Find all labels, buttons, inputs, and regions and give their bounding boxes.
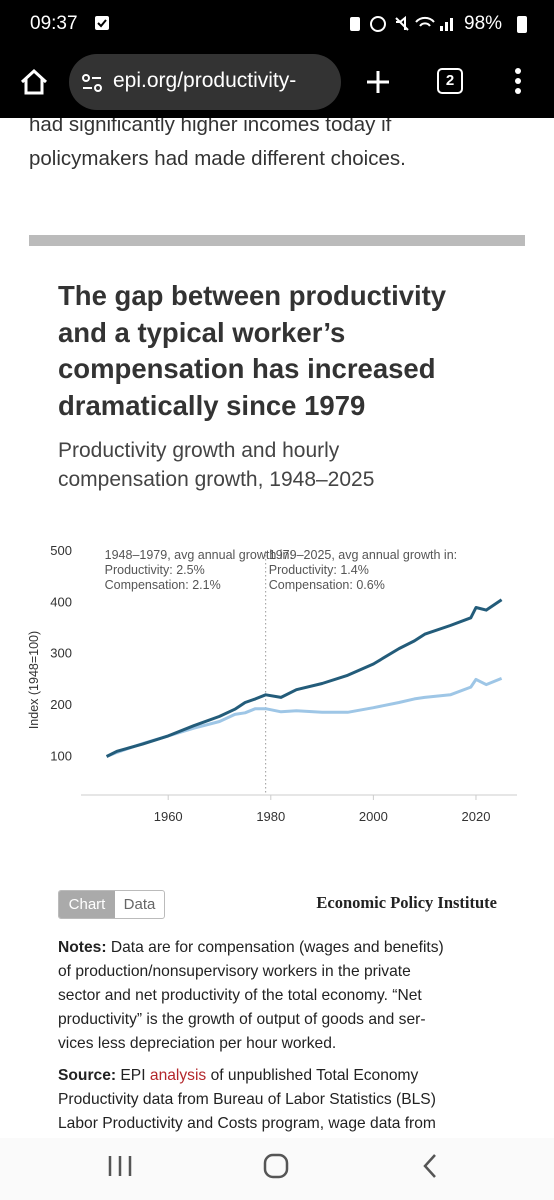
source-text: EPI xyxy=(120,1067,146,1084)
site-settings-icon[interactable] xyxy=(81,72,103,94)
browser-bar: epi.org/productivity- 2 xyxy=(0,46,554,118)
home-nav-button[interactable] xyxy=(262,1152,290,1180)
series-line xyxy=(106,677,503,758)
notes-text: vices less depreciation per hour worked. xyxy=(58,1035,337,1052)
divider xyxy=(29,235,525,246)
new-tab-button[interactable] xyxy=(364,68,392,96)
article-text: policymakers had made different choices. xyxy=(29,147,406,170)
chart-title: dramatically since 1979 xyxy=(58,390,366,421)
series-line xyxy=(105,598,503,758)
brand: Economic Policy Institute xyxy=(316,893,497,912)
annotation: Productivity: 1.4% xyxy=(269,563,369,577)
chart-title: compensation has increased xyxy=(58,353,436,384)
time: 09:37 xyxy=(30,13,78,34)
notes-text: productivity” is the growth of output of… xyxy=(58,1011,426,1028)
notification-icon xyxy=(95,16,109,30)
y-tick-label: 300 xyxy=(50,646,72,661)
menu-button[interactable] xyxy=(510,66,526,96)
x-tick-label: 1980 xyxy=(256,809,285,824)
y-axis-label: Index (1948=100) xyxy=(27,631,41,729)
source-text: Productivity data from Bureau of Labor S… xyxy=(58,1091,436,1108)
battery: 98% xyxy=(464,13,503,34)
chart-title: The gap between productivity xyxy=(58,280,447,311)
annotation: 1979–2025, avg annual growth in: xyxy=(269,548,457,562)
home-button[interactable] xyxy=(18,66,50,98)
view-tabs: Chart Data xyxy=(58,890,165,919)
y-tick-label: 200 xyxy=(50,697,72,712)
status-icons xyxy=(350,15,453,32)
y-tick-label: 100 xyxy=(50,748,72,763)
back-button[interactable] xyxy=(420,1152,440,1180)
annotation: Compensation: 0.6% xyxy=(269,578,385,592)
notes-label: Notes: xyxy=(58,939,107,956)
url: epi.org/productivity- xyxy=(113,69,297,92)
x-tick-label: 2020 xyxy=(462,809,491,824)
x-tick-label: 1960 xyxy=(154,809,183,824)
source-label: Source: xyxy=(58,1067,117,1084)
chart-title: and a typical worker’s xyxy=(58,317,346,348)
recents-button[interactable] xyxy=(106,1154,134,1178)
article-text: had significantly higher incomes today i… xyxy=(29,113,392,136)
tab-chart[interactable]: Chart xyxy=(59,891,115,918)
status-bar: 09:37 98% xyxy=(0,0,554,46)
chart-subtitle: Productivity growth and hourly xyxy=(58,439,340,462)
source-text: Labor Productivity and Costs program, wa… xyxy=(58,1115,436,1132)
x-tick-label: 2000 xyxy=(359,809,388,824)
nav-bar xyxy=(0,1138,554,1200)
battery-icon xyxy=(517,16,527,33)
url-bar[interactable]: epi.org/productivity- xyxy=(69,54,341,110)
y-tick-label: 400 xyxy=(50,594,72,609)
tab-data[interactable]: Data xyxy=(123,896,156,913)
notes-text: Data are for compensation (wages and ben… xyxy=(110,939,444,956)
notes-text: of production/nonsupervisory workers in … xyxy=(58,963,411,980)
chart-subtitle: compensation growth, 1948–2025 xyxy=(58,468,375,491)
annotation: Compensation: 2.1% xyxy=(105,578,221,592)
annotation: Productivity: 2.5% xyxy=(105,563,205,577)
source-link[interactable]: analysis xyxy=(149,1067,207,1084)
notes-text: sector and net productivity of the total… xyxy=(58,987,422,1004)
tab-switcher[interactable]: 2 xyxy=(437,68,463,94)
source-text: of unpublished Total Economy xyxy=(210,1067,419,1084)
chart: 100 200 300 400 500 1960 1980 2000 2020 1948–1979… xyxy=(27,543,517,824)
annotation: 1948–1979, avg annual growth in: xyxy=(105,548,293,562)
y-tick-label: 500 xyxy=(50,543,72,558)
